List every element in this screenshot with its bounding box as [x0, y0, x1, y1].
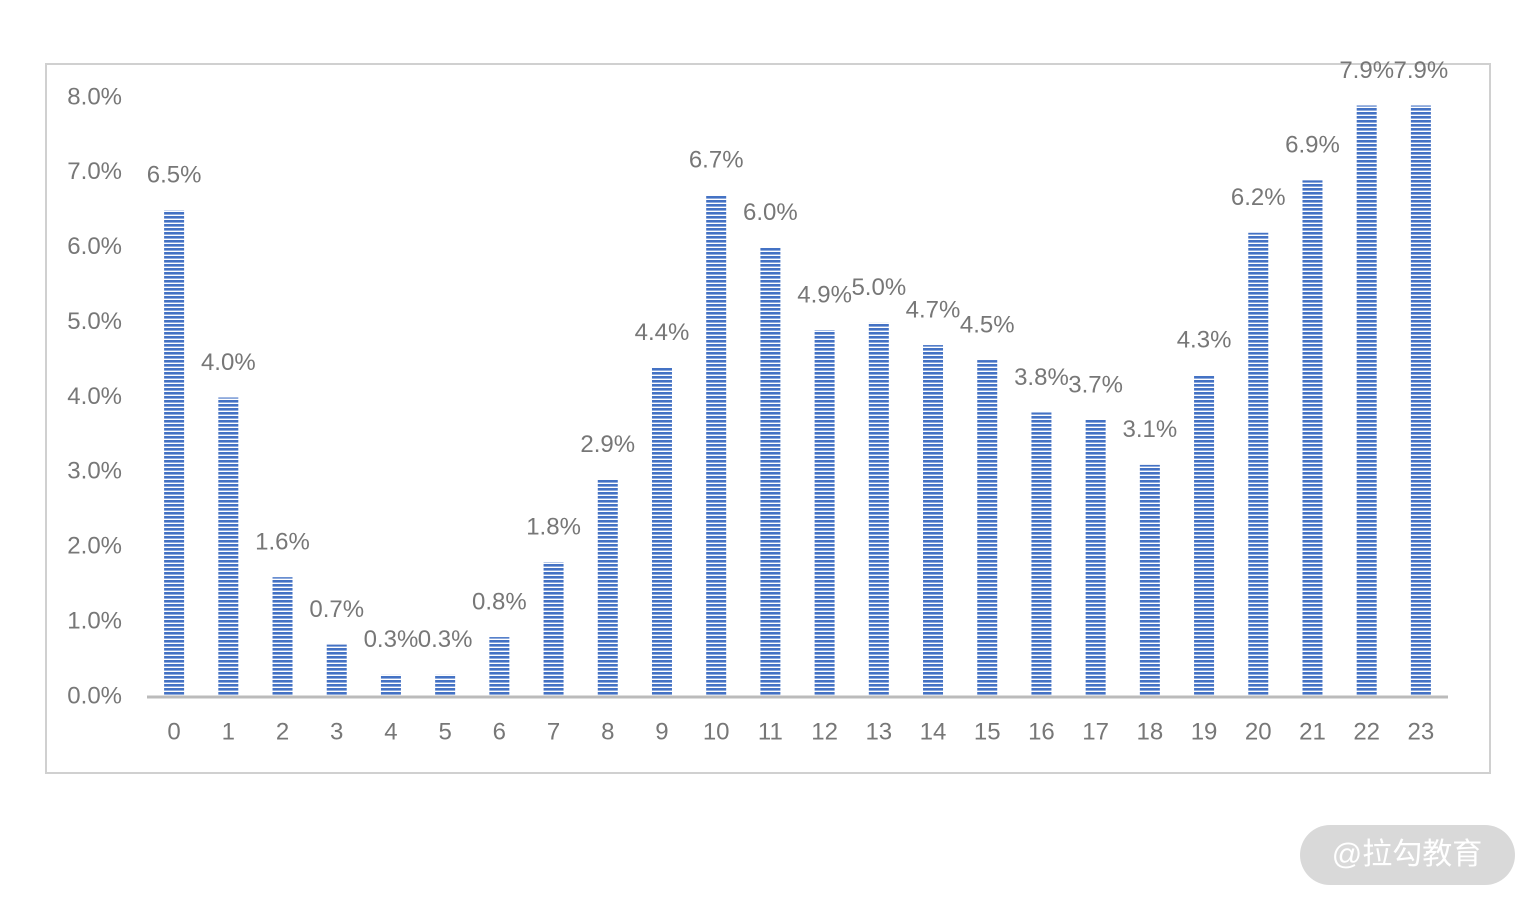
x-tick-label: 16 [1028, 718, 1055, 745]
value-label: 4.7% [906, 296, 961, 323]
value-label: 7.9% [1394, 57, 1449, 84]
x-tick-label: 8 [601, 718, 614, 745]
x-tick-label: 6 [493, 718, 506, 745]
x-tick-label: 19 [1191, 718, 1218, 745]
y-tick-label: 1.0% [67, 607, 122, 634]
x-tick-label: 20 [1245, 718, 1272, 745]
x-tick-label: 22 [1353, 718, 1380, 745]
bar [1356, 105, 1377, 698]
bar [760, 247, 781, 697]
y-tick-label: 7.0% [67, 158, 122, 185]
bar [977, 360, 998, 697]
bar [814, 330, 835, 697]
x-tick-label: 12 [811, 718, 838, 745]
value-label: 5.0% [851, 274, 906, 301]
value-label: 4.9% [797, 281, 852, 308]
x-tick-label: 0 [167, 718, 180, 745]
bar [543, 562, 564, 697]
value-label: 0.7% [309, 596, 364, 623]
x-tick-label: 23 [1408, 718, 1435, 745]
watermark: @拉勾教育 [1332, 838, 1482, 871]
value-label: 0.8% [472, 588, 527, 615]
value-label: 0.3% [418, 626, 473, 653]
x-tick-label: 21 [1299, 718, 1326, 745]
value-label: 3.1% [1123, 416, 1178, 443]
y-tick-label: 8.0% [67, 83, 122, 110]
value-label: 6.7% [689, 147, 744, 174]
value-label: 7.9% [1339, 57, 1394, 84]
bar [272, 577, 293, 697]
x-tick-label: 2 [276, 718, 289, 745]
x-tick-label: 15 [974, 718, 1001, 745]
value-label: 0.3% [364, 626, 419, 653]
x-tick-label: 3 [330, 718, 343, 745]
value-label: 6.9% [1285, 132, 1340, 159]
bar [597, 479, 618, 697]
y-tick-label: 5.0% [67, 308, 122, 335]
y-tick-label: 2.0% [67, 533, 122, 560]
value-label: 3.7% [1068, 371, 1123, 398]
value-label: 1.6% [255, 529, 310, 556]
y-tick-label: 0.0% [67, 682, 122, 709]
bar [1248, 232, 1269, 697]
x-tick-label: 4 [384, 718, 397, 745]
value-label: 3.8% [1014, 364, 1069, 391]
bar [868, 322, 889, 697]
y-tick-label: 6.0% [67, 233, 122, 260]
bar [1085, 419, 1106, 697]
watermark-badge [1300, 825, 1515, 885]
bar [380, 674, 401, 697]
value-label: 2.9% [580, 431, 635, 458]
value-label: 1.8% [526, 514, 581, 541]
bar [164, 210, 185, 697]
value-label: 6.0% [743, 199, 798, 226]
x-tick-label: 17 [1082, 718, 1109, 745]
value-label: 6.5% [147, 162, 202, 189]
bar [706, 195, 727, 697]
value-label: 4.5% [960, 311, 1015, 338]
x-tick-label: 1 [222, 718, 235, 745]
x-tick-label: 5 [438, 718, 451, 745]
value-label: 4.3% [1177, 326, 1232, 353]
bar [1194, 375, 1215, 697]
bar [489, 637, 510, 697]
value-label: 4.0% [201, 349, 256, 376]
x-tick-label: 11 [758, 718, 783, 745]
bar [326, 644, 347, 697]
value-label: 6.2% [1231, 184, 1286, 211]
bar [651, 367, 672, 697]
x-tick-label: 18 [1137, 718, 1164, 745]
bar [1410, 105, 1431, 698]
y-tick-label: 3.0% [67, 458, 122, 485]
y-tick-label: 4.0% [67, 383, 122, 410]
value-label: 4.4% [635, 319, 690, 346]
bar [1302, 180, 1323, 698]
x-tick-label: 13 [865, 718, 892, 745]
bar [435, 674, 456, 697]
x-tick-label: 14 [920, 718, 947, 745]
x-tick-label: 9 [655, 718, 668, 745]
bar [1031, 412, 1052, 697]
bar [1139, 464, 1160, 697]
bar [218, 397, 239, 697]
x-tick-label: 7 [547, 718, 560, 745]
x-tick-label: 10 [703, 718, 730, 745]
bar [923, 345, 944, 697]
